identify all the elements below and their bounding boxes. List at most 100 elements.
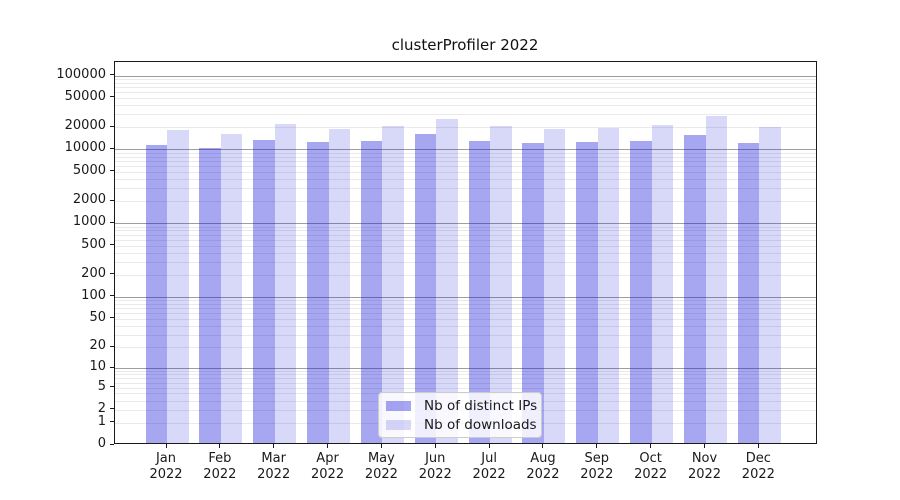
x-tick-label-dec: Dec 2022 <box>741 451 775 482</box>
y-tick-label: 2000 <box>72 192 106 208</box>
x-tick-label-jun: Jun 2022 <box>418 451 452 482</box>
x-tick-mark <box>704 444 705 448</box>
bar-distinct-ips-sep <box>576 142 598 443</box>
gridline-minor <box>114 274 816 276</box>
gridline-minor <box>114 378 816 380</box>
gridline-minor <box>114 114 816 116</box>
x-tick-label-may: May 2022 <box>364 451 398 482</box>
x-tick-mark <box>650 444 652 448</box>
gridline-minor <box>114 387 816 389</box>
gridline-major <box>114 368 816 370</box>
y-tick-mark <box>109 273 114 275</box>
y-tick-label: 200 <box>81 265 106 281</box>
y-tick-mark <box>109 74 114 76</box>
bar-distinct-ips-jan <box>145 144 167 443</box>
bar-downloads-may <box>382 126 404 443</box>
gridline-minor <box>114 303 816 305</box>
y-tick-mark <box>109 317 114 319</box>
y-tick-mark <box>109 408 114 410</box>
bar-downloads-apr <box>328 128 351 443</box>
gridline-minor <box>114 201 816 203</box>
legend-swatch-distinct-ips <box>386 400 411 411</box>
x-tick-mark <box>327 444 329 448</box>
gridline-minor <box>114 239 816 241</box>
y-tick-mark <box>109 125 114 127</box>
gridline-minor <box>114 245 816 247</box>
y-tick-mark <box>109 386 114 387</box>
gridline-major <box>114 223 816 225</box>
bar-downloads-dec <box>759 126 781 443</box>
y-tick-label: 100000 <box>56 66 106 82</box>
bar-downloads-aug <box>543 128 566 443</box>
y-tick-label: 50 <box>89 309 106 325</box>
y-tick-label: 5 <box>97 378 106 394</box>
x-tick-mark <box>757 444 759 448</box>
x-tick-mark <box>434 444 436 448</box>
bar-distinct-ips-apr <box>307 141 329 443</box>
gridline-minor <box>114 382 816 384</box>
gridline-minor <box>114 171 816 173</box>
bar-distinct-ips-oct <box>630 140 652 443</box>
y-tick-label: 20 <box>89 338 106 354</box>
gridline-minor <box>114 230 816 232</box>
legend-swatch-downloads <box>386 419 411 430</box>
legend-item-distinct-ips: Nb of distinct IPs <box>386 398 537 414</box>
bar-downloads-jul <box>490 126 512 443</box>
gridline-minor <box>114 165 816 167</box>
y-tick-mark <box>109 244 114 246</box>
legend-label-distinct-ips: Nb of distinct IPs <box>424 397 538 414</box>
bar-downloads-nov <box>705 116 727 443</box>
y-tick-label: 500 <box>81 236 106 252</box>
x-tick-label-sep: Sep 2022 <box>580 451 614 482</box>
gridline-minor <box>114 334 816 336</box>
y-tick-mark <box>109 345 114 347</box>
x-tick-label-nov: Nov 2022 <box>687 451 722 482</box>
bar-distinct-ips-nov <box>684 134 706 443</box>
x-tick-label-feb: Feb 2022 <box>203 451 237 482</box>
y-tick-mark <box>109 147 114 149</box>
legend: Nb of distinct IPs Nb of downloads <box>378 392 542 438</box>
x-tick-mark <box>219 444 221 448</box>
x-tick-mark <box>273 444 275 448</box>
plot-area <box>113 60 817 444</box>
y-tick-label: 100 <box>81 287 106 303</box>
gridline-minor <box>114 308 816 310</box>
gridline-minor <box>114 374 816 376</box>
y-tick-label: 0 <box>97 436 106 451</box>
x-tick-label-jan: Jan 2022 <box>149 451 183 482</box>
chart-title: clusterProfiler 2022 <box>391 36 539 54</box>
gridline-minor <box>114 226 816 228</box>
y-tick-mark <box>109 443 114 445</box>
bar-distinct-ips-mar <box>253 139 275 443</box>
gridline-major <box>114 296 816 298</box>
y-tick-mark <box>109 295 114 297</box>
y-tick-mark <box>109 170 114 172</box>
y-tick-label: 50000 <box>64 88 106 104</box>
gridline-minor <box>114 156 816 158</box>
gridline-minor <box>114 371 816 373</box>
gridline-minor <box>114 97 816 99</box>
gridline-minor <box>114 87 816 88</box>
y-tick-label: 2 <box>97 400 106 416</box>
x-tick-mark <box>380 444 382 448</box>
y-tick-mark <box>109 421 114 423</box>
y-tick-label: 1000 <box>72 214 106 230</box>
gridline-minor <box>114 91 816 93</box>
y-tick-mark <box>109 199 114 201</box>
x-tick-label-oct: Oct 2022 <box>634 451 668 482</box>
gridline-minor <box>114 313 816 315</box>
gridline-minor <box>114 82 816 84</box>
gridline-minor <box>114 234 816 236</box>
legend-label-downloads: Nb of downloads <box>424 416 537 433</box>
x-tick-label-jul: Jul 2022 <box>472 451 506 482</box>
gridline-major <box>114 149 816 151</box>
bar-distinct-ips-feb <box>199 148 221 443</box>
gridline-minor <box>114 325 816 327</box>
x-tick-mark <box>542 444 544 448</box>
bar-distinct-ips-jul <box>468 140 491 443</box>
bar-downloads-oct <box>651 125 674 443</box>
gridline-minor <box>114 188 816 190</box>
y-tick-label: 20000 <box>64 118 106 134</box>
y-tick-mark <box>109 96 114 98</box>
gridline-minor <box>114 127 816 129</box>
